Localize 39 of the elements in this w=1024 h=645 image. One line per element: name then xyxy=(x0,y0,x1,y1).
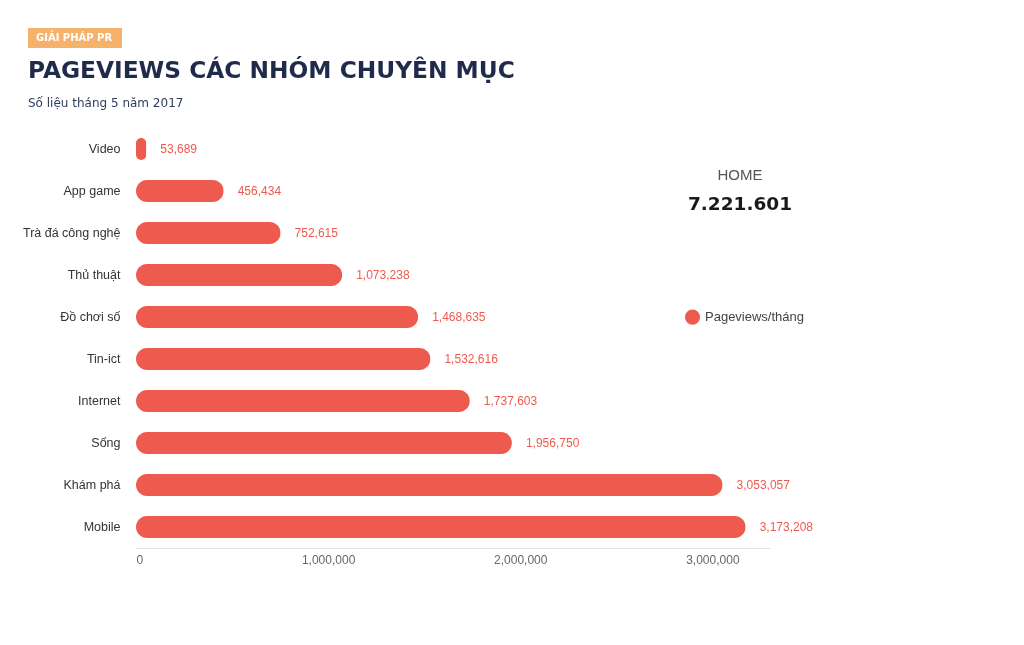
bar xyxy=(136,264,343,286)
data-label: 1,468,635 xyxy=(432,310,486,324)
data-label: 3,053,057 xyxy=(736,478,791,492)
chart-subtitle: Số liệu tháng 5 năm 2017 xyxy=(28,96,184,110)
bar xyxy=(136,180,224,202)
bar xyxy=(136,516,746,538)
x-tick-label: 2,000,000 xyxy=(494,552,548,567)
data-label: 1,073,238 xyxy=(356,268,410,282)
data-label: 1,737,603 xyxy=(483,394,538,408)
y-tick-label: Mobile xyxy=(83,520,121,534)
y-tick-label: Sống xyxy=(91,436,121,450)
y-tick-label: Thủ thuật xyxy=(67,268,122,282)
annotation: 7.221.601 xyxy=(687,193,793,214)
bar xyxy=(136,306,419,328)
y-tick-label: Internet xyxy=(78,394,122,408)
bar xyxy=(136,474,723,496)
y-tick-label: Trà đá công nghệ xyxy=(22,226,121,240)
chart-title: PAGEVIEWS CÁC NHÓM CHUYÊN MỤC xyxy=(28,56,515,83)
y-tick-label: Tin-ict xyxy=(86,352,122,366)
x-tick-label: 3,000,000 xyxy=(686,552,740,567)
annotation: HOME xyxy=(717,166,763,183)
bar xyxy=(136,348,431,370)
bar xyxy=(136,222,281,244)
data-label: 456,434 xyxy=(237,184,282,198)
data-label: 752,615 xyxy=(294,226,339,240)
data-label: 1,532,616 xyxy=(444,352,499,366)
bar xyxy=(136,432,512,454)
bar xyxy=(136,390,470,412)
text: GIẢI PHÁP PR xyxy=(36,30,113,43)
data-label: 53,689 xyxy=(160,142,198,156)
data-label: 1,956,750 xyxy=(525,436,580,450)
y-tick-label: App game xyxy=(63,184,121,198)
y-tick-label: Khám phá xyxy=(63,478,121,492)
data-label: 3,173,208 xyxy=(759,520,814,534)
x-tick-label: 0 xyxy=(136,552,144,567)
legend-label: Pageviews/tháng xyxy=(705,309,805,325)
x-tick-label: 1,000,000 xyxy=(301,552,356,567)
y-tick-label: Đồ chơi số xyxy=(60,310,121,324)
y-tick-label: Video xyxy=(88,142,121,156)
